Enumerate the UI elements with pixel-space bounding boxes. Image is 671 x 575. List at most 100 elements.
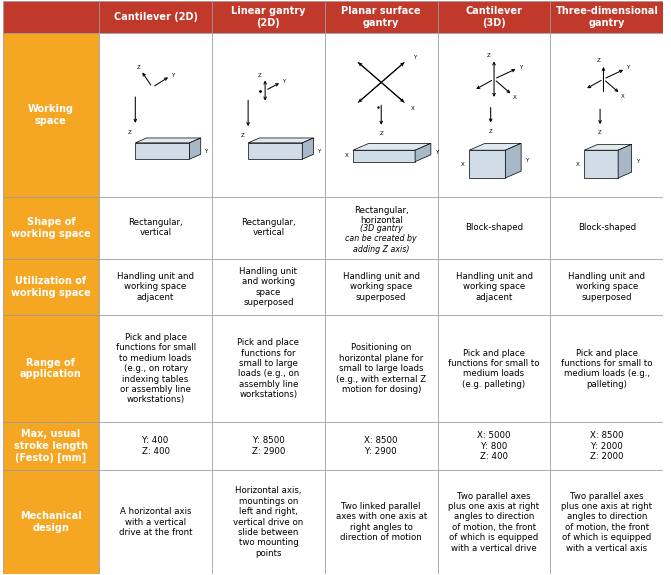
Polygon shape xyxy=(302,138,313,159)
Text: Y: Y xyxy=(282,79,285,84)
Polygon shape xyxy=(248,143,302,159)
Bar xyxy=(325,422,437,470)
Text: Y: Y xyxy=(525,158,529,163)
Bar xyxy=(3,470,99,574)
Text: Y: Y xyxy=(317,148,321,154)
Text: Y: Y xyxy=(435,150,438,155)
Text: Z: Z xyxy=(487,52,491,58)
Text: Pick and place
functions for small
to medium loads
(e.g., on rotary
indexing tab: Pick and place functions for small to me… xyxy=(115,333,196,404)
Text: Cantilever
(3D): Cantilever (3D) xyxy=(466,6,523,28)
Bar xyxy=(437,33,550,197)
Bar xyxy=(3,33,99,197)
Bar xyxy=(437,315,550,422)
Text: Two linked parallel
axes with one axis at
right angles to
direction of motion: Two linked parallel axes with one axis a… xyxy=(336,502,427,542)
Polygon shape xyxy=(136,138,201,143)
Bar xyxy=(212,197,325,259)
Polygon shape xyxy=(584,144,631,150)
Bar xyxy=(212,1,325,33)
Polygon shape xyxy=(353,150,415,162)
Text: Working
space: Working space xyxy=(28,104,74,126)
Bar xyxy=(212,259,325,315)
Bar xyxy=(99,197,212,259)
Text: Handling unit
and working
space
superposed: Handling unit and working space superpos… xyxy=(240,267,297,307)
Bar xyxy=(212,422,325,470)
Text: Linear gantry
(2D): Linear gantry (2D) xyxy=(231,6,306,28)
Polygon shape xyxy=(584,150,618,178)
Bar xyxy=(550,315,663,422)
Bar xyxy=(437,259,550,315)
Bar xyxy=(550,422,663,470)
Text: Z: Z xyxy=(137,66,141,71)
Text: Y: Y xyxy=(519,64,522,70)
Bar xyxy=(99,1,212,33)
Bar xyxy=(3,315,99,422)
Text: Block-shaped: Block-shaped xyxy=(465,223,523,232)
Bar xyxy=(325,470,437,574)
Text: Z: Z xyxy=(128,130,132,135)
Polygon shape xyxy=(136,143,189,159)
Bar xyxy=(3,422,99,470)
Polygon shape xyxy=(469,143,521,150)
Text: Horizontal axis,
mountings on
left and right,
vertical drive on
slide between
tw: Horizontal axis, mountings on left and r… xyxy=(234,486,303,558)
Text: Handling unit and
working space
superposed: Handling unit and working space superpos… xyxy=(343,272,420,302)
Bar xyxy=(325,33,437,197)
Bar xyxy=(325,315,437,422)
Text: X: 8500
Y: 2000
Z: 2000: X: 8500 Y: 2000 Z: 2000 xyxy=(590,431,623,461)
Text: Z: Z xyxy=(488,129,493,133)
Bar xyxy=(99,315,212,422)
Bar xyxy=(550,33,663,197)
Polygon shape xyxy=(469,150,505,178)
Bar xyxy=(99,33,212,197)
Bar xyxy=(550,259,663,315)
Polygon shape xyxy=(505,143,521,178)
Text: Y: Y xyxy=(413,55,416,60)
Bar xyxy=(437,422,550,470)
Text: Two parallel axes
plus one axis at right
angles to direction
of motion, the fron: Two parallel axes plus one axis at right… xyxy=(448,492,539,553)
Text: X: 8500
Y: 2900: X: 8500 Y: 2900 xyxy=(364,436,398,456)
Bar xyxy=(99,259,212,315)
Polygon shape xyxy=(248,138,313,143)
Text: Planar surface
gantry: Planar surface gantry xyxy=(342,6,421,28)
Bar xyxy=(3,259,99,315)
Text: Max, usual
stroke length
(Festo) [mm]: Max, usual stroke length (Festo) [mm] xyxy=(14,430,88,463)
Text: Mechanical
design: Mechanical design xyxy=(20,511,82,533)
Bar xyxy=(325,259,437,315)
Text: X: X xyxy=(411,106,415,112)
Text: Shape of
working space: Shape of working space xyxy=(11,217,91,239)
Text: Handling unit and
working space
superposed: Handling unit and working space superpos… xyxy=(568,272,646,302)
Text: Range of
application: Range of application xyxy=(20,358,82,380)
Bar xyxy=(437,197,550,259)
Bar xyxy=(212,33,325,197)
Bar xyxy=(212,470,325,574)
Polygon shape xyxy=(618,144,631,178)
Text: Utilization of
working space: Utilization of working space xyxy=(11,276,91,298)
Bar xyxy=(550,470,663,574)
Bar xyxy=(99,422,212,470)
Text: X: 5000
Y: 800
Z: 400: X: 5000 Y: 800 Z: 400 xyxy=(477,431,511,461)
Bar xyxy=(550,197,663,259)
Bar xyxy=(437,470,550,574)
Text: Y: 8500
Z: 2900: Y: 8500 Z: 2900 xyxy=(252,436,285,456)
Text: Handling unit and
working space
adjacent: Handling unit and working space adjacent xyxy=(456,272,533,302)
Text: Handling unit and
working space
adjacent: Handling unit and working space adjacent xyxy=(117,272,194,302)
Text: Y: Y xyxy=(205,148,207,154)
Polygon shape xyxy=(353,143,431,150)
Bar xyxy=(3,1,99,33)
Text: Z: Z xyxy=(597,58,600,63)
Text: Z: Z xyxy=(379,131,383,136)
Polygon shape xyxy=(189,138,201,159)
Text: Z: Z xyxy=(241,133,245,139)
Bar xyxy=(550,1,663,33)
Text: Two parallel axes
plus one axis at right
angles to direction
of motion, the fron: Two parallel axes plus one axis at right… xyxy=(562,492,652,553)
Text: X: X xyxy=(576,162,580,167)
Text: Pick and place
functions for
small to large
loads (e.g., on
assembly line
workst: Pick and place functions for small to la… xyxy=(238,338,299,399)
Text: (3D gantry
can be created by
adding Z axis): (3D gantry can be created by adding Z ax… xyxy=(346,224,417,254)
Text: Rectangular,
vertical: Rectangular, vertical xyxy=(241,218,296,237)
Text: Rectangular,
horizontal: Rectangular, horizontal xyxy=(354,206,409,225)
Text: Pick and place
functions for small to
medium loads (e.g.,
palleting): Pick and place functions for small to me… xyxy=(561,348,653,389)
Text: Y: Y xyxy=(626,66,629,71)
Text: A horizontal axis
with a vertical
drive at the front: A horizontal axis with a vertical drive … xyxy=(119,507,193,537)
Text: Block-shaped: Block-shaped xyxy=(578,223,636,232)
Bar xyxy=(325,1,437,33)
Text: X: X xyxy=(344,154,348,159)
